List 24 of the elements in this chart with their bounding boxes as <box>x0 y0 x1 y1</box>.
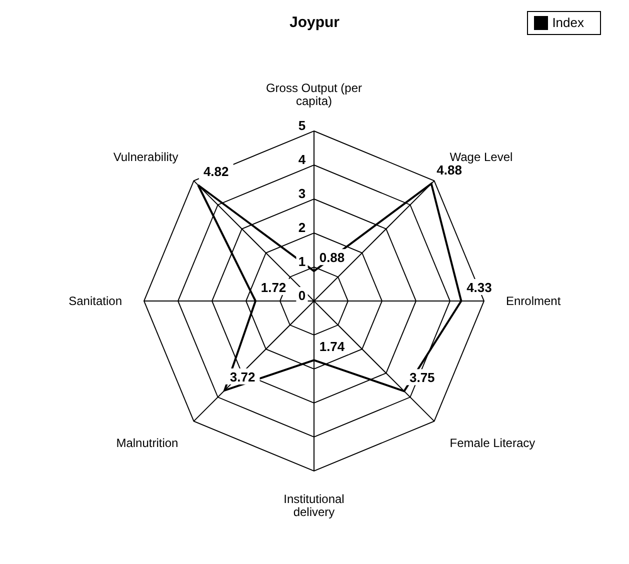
data-label: 4.82 <box>203 164 229 180</box>
spoke-label: Institutional delivery <box>284 492 344 519</box>
spoke-label: Vulnerability <box>113 150 178 164</box>
y-tick-label: 3 <box>298 186 306 201</box>
spoke-label: Sanitation <box>68 294 122 308</box>
spoke-label: Female Literacy <box>450 436 536 450</box>
spoke-label: Wage Level <box>450 150 513 164</box>
spoke-label: Malnutrition <box>116 436 178 450</box>
chart-title: Joypur <box>289 14 340 31</box>
legend-label: Index <box>552 15 584 30</box>
data-label: 0.88 <box>319 250 345 266</box>
y-tick-label: 1 <box>298 254 306 269</box>
data-label: 4.88 <box>436 162 462 178</box>
data-label: 4.33 <box>466 280 492 295</box>
y-tick-label: 2 <box>298 220 306 235</box>
data-label: 3.72 <box>230 369 256 384</box>
spoke-label: Enrolment <box>506 294 562 308</box>
spoke-label: Gross Output (per capita) <box>266 81 362 108</box>
y-tick-label: 4 <box>298 152 306 167</box>
data-label: 1.74 <box>319 339 346 354</box>
y-tick-label: 0 <box>298 288 306 303</box>
data-label: 1.72 <box>260 280 286 295</box>
data-label: 3.75 <box>410 370 435 386</box>
y-tick-label: 5 <box>298 118 306 133</box>
